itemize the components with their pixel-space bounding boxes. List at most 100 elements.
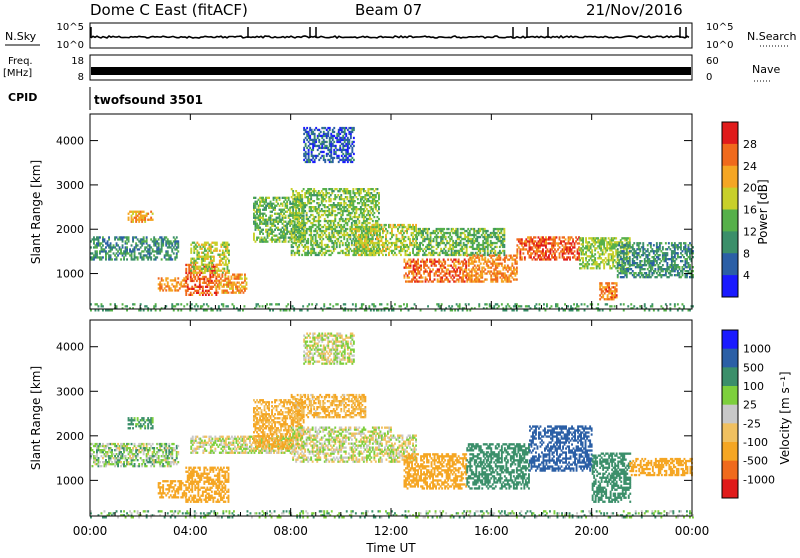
heatmap-cell [482,232,484,234]
heatmap-cell [344,161,346,163]
heatmap-cell [303,215,305,217]
heatmap-cell [304,194,306,196]
heatmap-cell [285,215,287,217]
heatmap-cell [462,261,464,263]
heatmap-cell [455,265,457,267]
heatmap-cell [503,230,505,232]
freq-tick-top: 18 [71,56,84,67]
heatmap-cell [361,224,363,226]
heatmap-cell [150,238,152,240]
heatmap-cell [294,222,296,224]
heatmap-cell [424,230,426,232]
heatmap-cell [422,234,424,236]
heatmap-cell [443,234,445,236]
heatmap-cell [105,246,107,248]
heatmap-cell [307,246,309,248]
heatmap-cell [300,206,302,208]
heatmap-cell [194,276,196,278]
heatmap-cell [594,243,596,245]
heatmap-cell [195,244,197,246]
heatmap-cell [346,228,348,230]
heatmap-cell [309,137,311,139]
heatmap-cell [274,207,276,209]
heatmap-cell [348,143,350,145]
heatmap-cell [331,230,333,232]
heatmap-cell [126,248,128,250]
heatmap-cell [364,222,366,224]
heatmap-cell [413,274,415,276]
heatmap-cell [265,239,267,241]
heatmap-cell [477,272,479,274]
heatmap-cell [193,250,195,252]
heatmap-cell [608,261,610,263]
heatmap-cell [131,254,133,256]
heatmap-cell [421,242,423,244]
heatmap-cell [159,281,161,283]
heatmap-cell [167,252,169,254]
heatmap-cell [443,265,445,267]
heatmap-cell [405,240,407,242]
heatmap-cell [545,246,547,248]
heatmap-cell [171,283,173,285]
heatmap-cell [262,215,264,217]
heatmap-cell [224,280,226,282]
heatmap-cell [442,230,444,232]
heatmap-cell [193,242,195,244]
heatmap-cell [518,246,520,248]
heatmap-cell [197,292,199,294]
heatmap-cell [318,190,320,192]
heatmap-cell [603,241,605,243]
heatmap-cell [396,234,398,236]
heatmap-cell [539,246,541,248]
heatmap-cell [545,244,547,246]
heatmap-cell [508,276,510,278]
heatmap-cell [282,227,284,229]
heatmap-cell [220,264,222,266]
heatmap-cell [422,232,424,234]
heatmap-cell [429,276,431,278]
heatmap-cell [332,139,334,141]
heatmap-cell [574,246,576,248]
heatmap-cell [624,244,626,246]
heatmap-cell [464,234,466,236]
heatmap-cell [539,254,541,256]
heatmap-cell [307,238,309,240]
heatmap-cell [514,274,516,276]
heatmap-cell [390,238,392,240]
heatmap-cell [594,253,596,255]
heatmap-cell [459,272,461,274]
heatmap-cell [282,223,284,225]
heatmap-cell [321,250,323,252]
heatmap-cell [202,290,204,292]
heatmap-cell [105,254,107,256]
heatmap-cell [370,212,372,214]
heatmap-cell [587,265,589,267]
heatmap-cell [312,214,314,216]
heatmap-cell [201,262,203,264]
heatmap-cell [301,240,303,242]
heatmap-cell [578,252,580,254]
heatmap-cell [493,270,495,272]
heatmap-cell [332,159,334,161]
heatmap-cell [286,225,288,227]
heatmap-cell [185,270,187,272]
heatmap-cell [195,248,197,250]
heatmap-cell [411,242,413,244]
heatmap-cell [196,250,198,252]
heatmap-cell [498,265,500,267]
heatmap-cell [609,265,611,267]
heatmap-cell [330,153,332,155]
heatmap-cell [577,250,579,252]
heatmap-cell [599,265,601,267]
heatmap-cell [466,280,468,282]
heatmap-cell [131,217,133,219]
heatmap-cell [194,278,196,280]
heatmap-cell [350,133,352,135]
heatmap-cell [378,244,380,246]
heatmap-cell [238,282,240,284]
heatmap-cell [519,252,521,254]
heatmap-cell [434,274,436,276]
heatmap-cell [202,294,204,296]
heatmap-cell [445,250,447,252]
heatmap-cell [384,230,386,232]
